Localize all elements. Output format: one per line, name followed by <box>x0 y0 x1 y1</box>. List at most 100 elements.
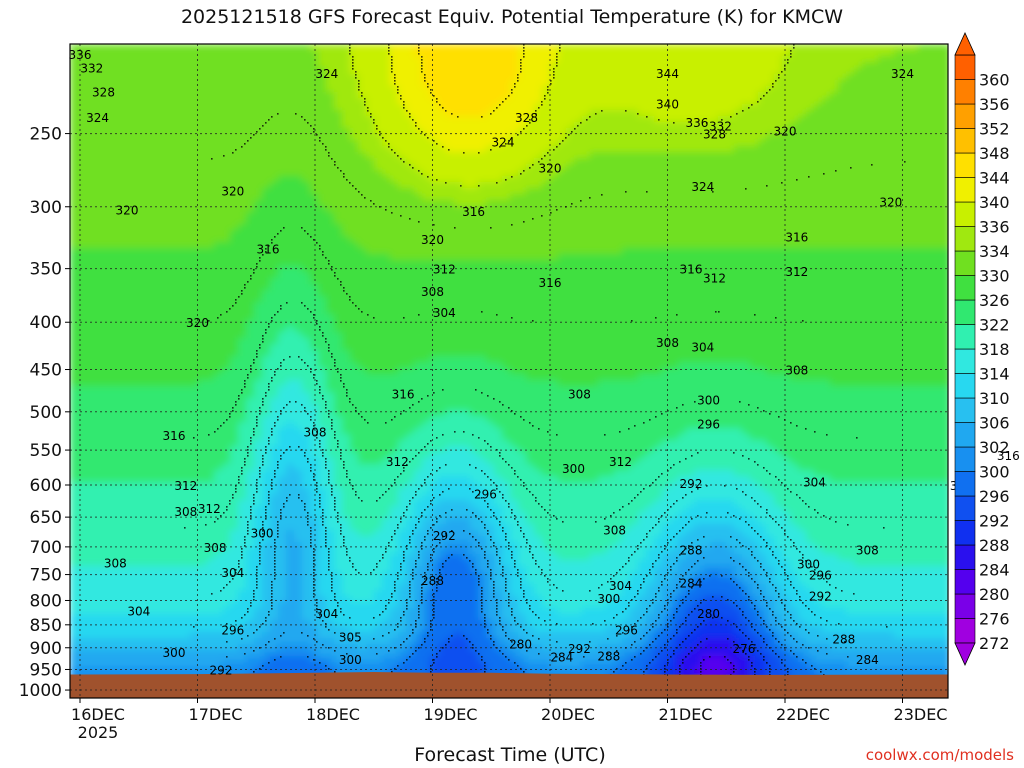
contour-label: 344 <box>656 67 679 81</box>
contour-label: 308 <box>785 364 808 378</box>
contour-label: 308 <box>204 541 227 555</box>
contour-label: 292 <box>680 477 703 491</box>
contour-label: 304 <box>433 306 456 320</box>
contour-label: 312 <box>433 263 456 277</box>
contour-label: 316 <box>680 263 703 277</box>
colorbar-label: 288 <box>979 536 1010 555</box>
contour-label: 304 <box>691 341 714 355</box>
colorbar-swatch <box>954 152 976 178</box>
contour-label: 308 <box>174 505 197 519</box>
y-tick-label: 300 <box>30 198 62 218</box>
contour-label: 296 <box>615 624 638 638</box>
colorbar-label: 302 <box>979 438 1010 457</box>
colorbar-swatch <box>954 299 976 325</box>
plot-frame <box>69 43 949 699</box>
colorbar-swatch <box>954 446 976 472</box>
colorbar-label: 352 <box>979 120 1010 139</box>
colorbar-label: 344 <box>979 169 1010 188</box>
colorbar-swatch <box>954 618 976 644</box>
colorbar-label: 296 <box>979 487 1010 506</box>
x-tick-label: 16DEC <box>71 705 125 724</box>
contour-label: 320 <box>879 195 902 209</box>
colorbar-label: 284 <box>979 561 1010 580</box>
y-tick-label: 550 <box>30 441 62 461</box>
colorbar-label: 306 <box>979 414 1010 433</box>
x-axis: 16DEC 17DEC 18DEC 19DEC 20DEC 21DEC 22DEC 23DEC… <box>71 698 947 742</box>
y-tick-label: 1000 <box>19 681 62 701</box>
contour-label: 292 <box>809 589 832 603</box>
contour-label: 300 <box>597 592 620 606</box>
x-tick-label: 18DEC <box>306 705 360 724</box>
y-tick-label: 900 <box>30 639 62 659</box>
contour-label: 300 <box>163 646 186 660</box>
contour-label: 280 <box>509 637 532 651</box>
x-tick-label: 23DEC <box>894 705 948 724</box>
colorbar-label: 356 <box>979 95 1010 114</box>
contour-label: 296 <box>474 488 497 502</box>
contour-label: 296 <box>809 569 832 583</box>
colorbar-swatch <box>954 128 976 154</box>
terrain-surface <box>70 672 948 698</box>
y-tick-label: 950 <box>30 660 62 680</box>
colorbar-swatch <box>954 569 976 595</box>
colorbar-label: 322 <box>979 316 1010 335</box>
contour-label: 300 <box>339 653 362 667</box>
contour-label: 324 <box>315 67 338 81</box>
contour-label: 312 <box>174 479 197 493</box>
contour-label: 336 <box>685 116 708 130</box>
colorbar-swatch <box>954 544 976 570</box>
x-tick-label: 17DEC <box>189 705 243 724</box>
y-tick-label: 500 <box>30 403 62 423</box>
contour-label: 316 <box>163 429 186 443</box>
y-tick-label: 400 <box>30 313 62 333</box>
contour-label: 316 <box>785 230 808 244</box>
contour-label: 284 <box>550 651 573 665</box>
contour-label: 324 <box>492 136 515 150</box>
colorbar-label: 360 <box>979 71 1010 90</box>
contour-label: 320 <box>421 233 444 247</box>
contour-label: 300 <box>797 558 820 572</box>
colorbar-label: 340 <box>979 193 1010 212</box>
contour-label: 316 <box>539 276 562 290</box>
credit-link[interactable]: coolwx.com/models <box>865 746 1014 764</box>
colorbar-swatch <box>954 324 976 350</box>
colorbar-label: 314 <box>979 365 1010 384</box>
contour-label: 304 <box>609 579 632 593</box>
chart-title: 2025121518 GFS Forecast Equiv. Potential… <box>180 6 844 28</box>
contour-label: 312 <box>703 272 726 286</box>
contour-label: 304 <box>127 604 150 618</box>
contour-label: 292 <box>433 529 456 543</box>
colorbar-swatch <box>954 593 976 619</box>
colorbar-swatch <box>954 373 976 399</box>
contour-label: 288 <box>421 574 444 588</box>
contour-label: 292 <box>210 664 233 678</box>
y-tick-label: 650 <box>30 508 62 528</box>
contour-label: 328 <box>92 85 115 99</box>
y-tick-label: 450 <box>30 361 62 381</box>
x-tick-label: 20DEC <box>541 705 595 724</box>
contour-label: 288 <box>597 650 620 664</box>
contour-label: 288 <box>832 633 855 647</box>
contour-label: 308 <box>421 285 444 299</box>
colorbar-label: 310 <box>979 389 1010 408</box>
colorbar: 272 276 280 284 288 292 296 300 302 306 310 314 318 3… <box>954 32 1010 666</box>
contour-label: 324 <box>86 111 109 125</box>
contour-label: 276 <box>732 642 755 656</box>
contour-label: 305 <box>339 630 362 644</box>
y-tick-label: 600 <box>30 476 62 496</box>
colorbar-label: 280 <box>979 585 1010 604</box>
y-tick-label: 850 <box>30 616 62 636</box>
contour-label: 308 <box>603 523 626 537</box>
contour-label: 296 <box>697 418 720 432</box>
contour-label: 300 <box>697 394 720 408</box>
colorbar-label: 300 <box>979 463 1010 482</box>
contour-label: 312 <box>609 455 632 469</box>
colorbar-label: 272 <box>979 634 1010 653</box>
contour-label: 292 <box>568 642 591 656</box>
colorbar-label: 318 <box>979 340 1010 359</box>
contour-label: 320 <box>774 124 797 138</box>
contour-label: 320 <box>539 161 562 175</box>
y-tick-label: 750 <box>30 566 62 586</box>
